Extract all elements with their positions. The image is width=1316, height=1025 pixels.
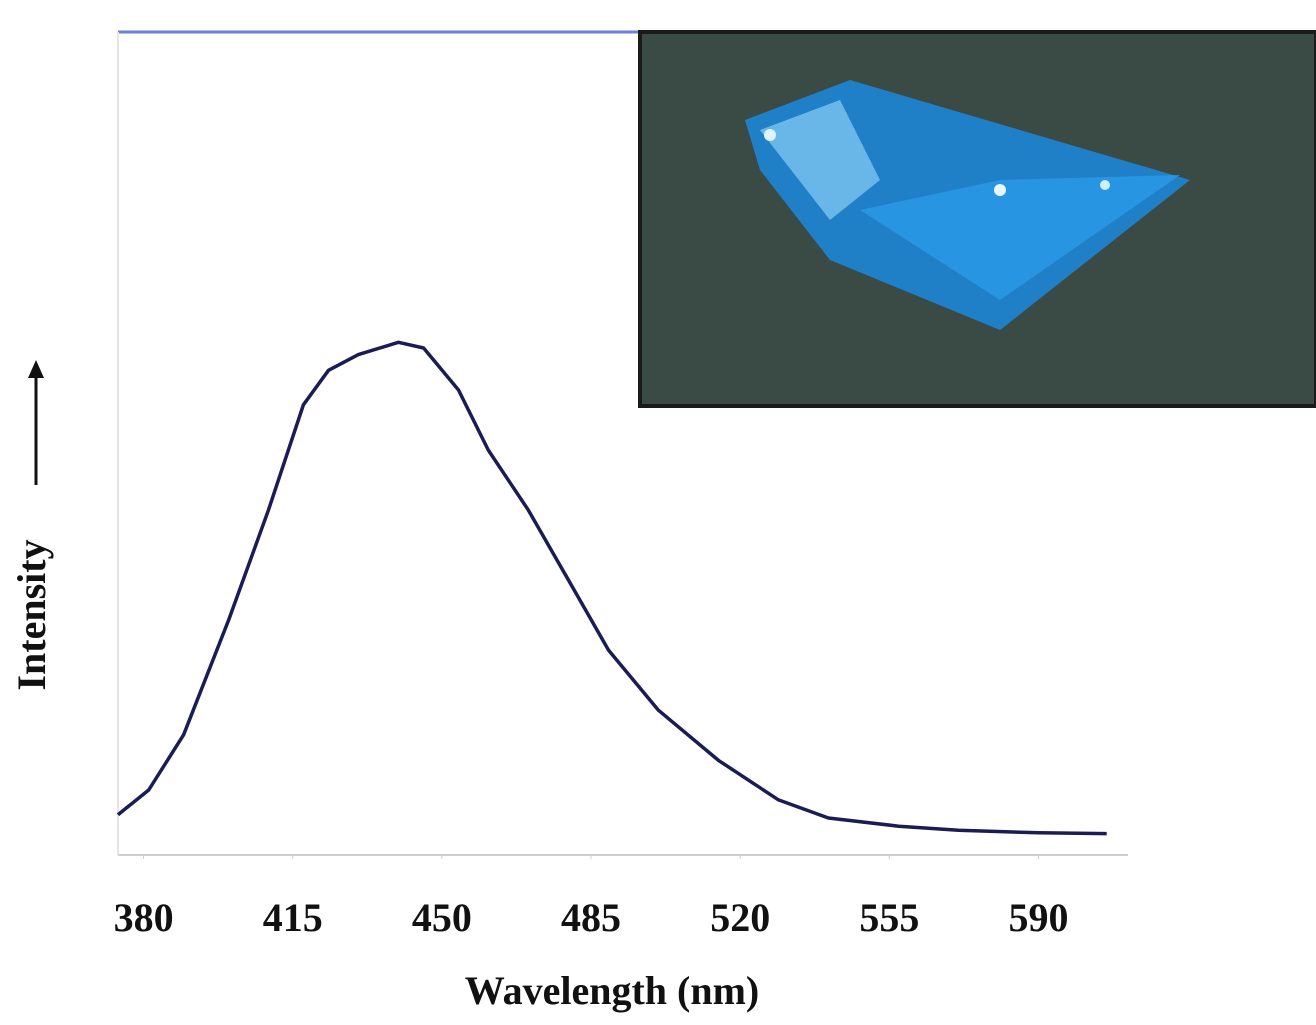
x-axis-title: Wavelength (nm) [465,968,759,1013]
y-arrow [28,360,44,485]
x-tick-label: 450 [412,895,472,940]
x-tick-label: 415 [263,895,323,940]
spectrum-line [116,340,1107,836]
x-tick-label: 485 [561,895,621,940]
inset-photo [638,30,1316,408]
x-tick-label: 520 [710,895,770,940]
y-axis-title: Intensity [9,539,54,690]
x-tick-label: 590 [1009,895,1069,940]
x-tick-label: 380 [114,895,174,940]
x-tick-label: 555 [859,895,919,940]
